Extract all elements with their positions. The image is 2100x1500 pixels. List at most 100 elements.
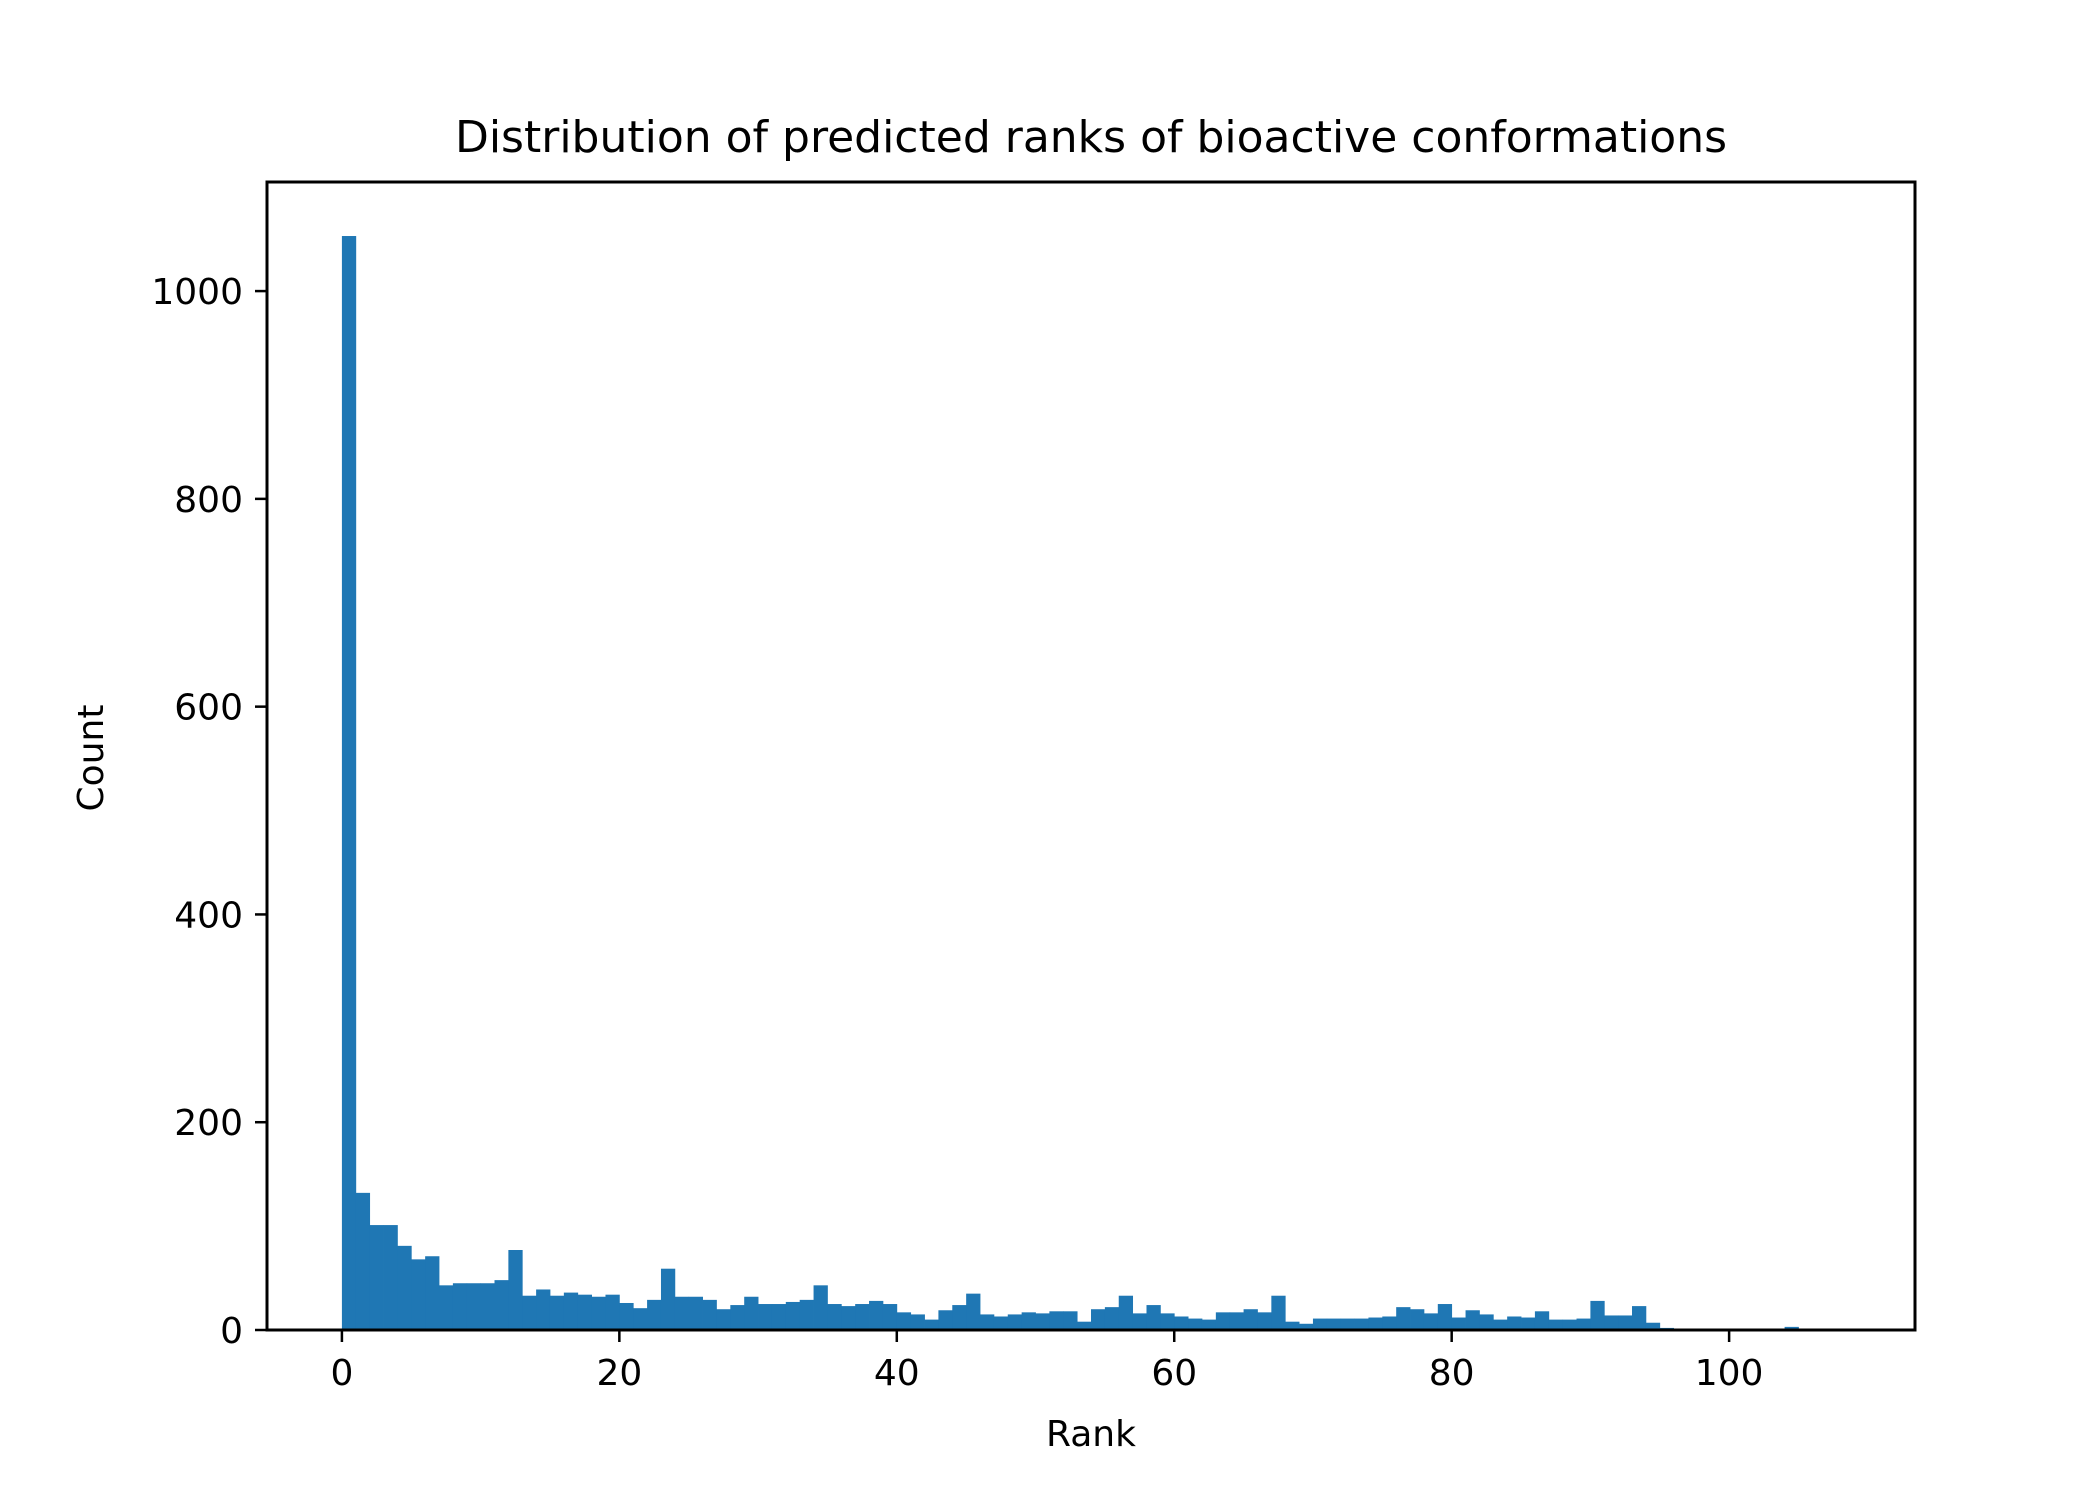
histogram-bar (466, 1283, 482, 1330)
histogram-bar (355, 1192, 371, 1330)
x-tick-label: 100 (1695, 1353, 1764, 1394)
y-tick-label: 400 (174, 895, 243, 936)
y-tick-label: 1000 (151, 272, 243, 313)
histogram-bar (1146, 1305, 1161, 1330)
histogram-bar (924, 1319, 939, 1330)
y-axis-label: Count (71, 705, 112, 812)
histogram-bar (1645, 1322, 1661, 1330)
histogram-bar (425, 1256, 440, 1330)
histogram-bar (1285, 1321, 1300, 1330)
plot-area-frame (265, 180, 1917, 1332)
histogram-bar (1160, 1313, 1175, 1330)
histogram-bar (730, 1305, 745, 1330)
histogram-bar (855, 1304, 870, 1330)
histogram-bar (993, 1316, 1009, 1330)
histogram-bar (647, 1299, 662, 1330)
histogram-bar (1590, 1300, 1605, 1330)
histogram-bar (452, 1283, 468, 1330)
histogram-bar (536, 1289, 551, 1330)
histogram-bar (1604, 1315, 1619, 1330)
histogram-bar (674, 1296, 690, 1330)
histogram-bar (1229, 1312, 1244, 1330)
histogram-bar (605, 1294, 620, 1330)
histogram-bar (716, 1309, 731, 1330)
histogram-bar (1299, 1323, 1314, 1330)
histogram-bar (882, 1304, 898, 1330)
histogram-bar (411, 1259, 426, 1330)
histogram-bar (1243, 1309, 1258, 1330)
histogram-bar (1548, 1319, 1564, 1330)
histogram-bar (397, 1245, 412, 1330)
x-axis-label: Rank (1046, 1414, 1136, 1455)
x-axis: 0 20 40 60 80 100 (330, 1330, 1763, 1394)
histogram-bar (1493, 1319, 1508, 1330)
histogram-bar (1340, 1318, 1355, 1330)
histogram-bar (1437, 1304, 1453, 1330)
histogram-bar (660, 1268, 676, 1330)
y-tick-label: 800 (174, 480, 243, 521)
histogram-bar (688, 1296, 703, 1330)
histogram-bar (1132, 1313, 1147, 1330)
x-tick-label: 0 (330, 1353, 353, 1394)
histogram-bar (841, 1306, 856, 1330)
histogram-bar (1618, 1315, 1633, 1330)
histogram-bar (1465, 1310, 1480, 1330)
histogram-bar (1479, 1314, 1494, 1330)
histogram-bar (1410, 1309, 1425, 1330)
histogram-bar (799, 1299, 814, 1330)
histogram-bar (1271, 1295, 1286, 1330)
histogram-bar (522, 1295, 537, 1330)
histogram-bar (1534, 1311, 1550, 1330)
histogram-bar (1201, 1319, 1217, 1330)
chart-title: Distribution of predicted ranks of bioac… (455, 112, 1727, 163)
histogram-bar (813, 1285, 828, 1330)
histogram-bar (702, 1299, 717, 1330)
histogram-bar (952, 1305, 967, 1330)
histogram-bar (439, 1285, 454, 1330)
x-tick-label: 20 (596, 1353, 642, 1394)
histogram-bar (1007, 1314, 1023, 1330)
y-tick-label: 0 (220, 1311, 243, 1352)
histogram-bar (341, 236, 357, 1330)
histogram-bar (1396, 1307, 1411, 1330)
y-axis: 0 200 400 600 800 1000 (151, 272, 267, 1352)
histogram-bars (341, 236, 1799, 1330)
histogram-bar (1368, 1317, 1383, 1330)
histogram-bar (1049, 1311, 1064, 1330)
x-tick-label: 40 (874, 1353, 920, 1394)
histogram-bar (758, 1304, 773, 1330)
histogram-bar (1507, 1316, 1522, 1330)
histogram-bar (744, 1296, 759, 1330)
histogram-bar (966, 1293, 981, 1330)
histogram-bar (508, 1250, 523, 1330)
x-tick-label: 60 (1151, 1353, 1197, 1394)
histogram-bar (1021, 1312, 1036, 1330)
histogram-bar (869, 1300, 884, 1330)
histogram-bar (827, 1304, 842, 1330)
histogram-bar (938, 1310, 953, 1330)
histogram-bar (369, 1225, 384, 1330)
histogram-bar (1632, 1306, 1647, 1330)
histogram-bar (1104, 1307, 1120, 1330)
histogram-bar (1562, 1319, 1577, 1330)
histogram-bar (1312, 1318, 1328, 1330)
histogram-bar (1257, 1312, 1272, 1330)
histogram-bar (771, 1304, 787, 1330)
histogram-bar (1382, 1316, 1397, 1330)
histogram-bar (1035, 1313, 1050, 1330)
histogram-bar (1118, 1295, 1134, 1330)
histogram-bar (577, 1294, 592, 1330)
histogram-bar (1521, 1317, 1536, 1330)
histogram-bar (480, 1283, 495, 1330)
histogram-bar (785, 1301, 801, 1330)
y-tick-label: 200 (174, 1103, 243, 1144)
histogram-bar (633, 1308, 648, 1330)
histogram-bar (1451, 1317, 1466, 1330)
histogram-bar (1063, 1311, 1078, 1330)
histogram-bar (494, 1280, 509, 1330)
histogram-bar (910, 1314, 925, 1330)
histogram-bar (980, 1314, 995, 1330)
histogram-bar (383, 1225, 398, 1330)
